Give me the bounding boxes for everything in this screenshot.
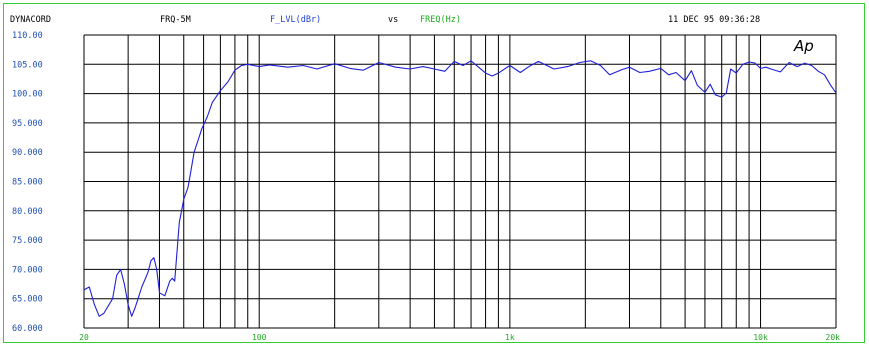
x-quantity-label: FREQ(Hz) bbox=[420, 15, 461, 25]
x-tick-label: 100 bbox=[252, 333, 267, 342]
response-trace bbox=[83, 60, 837, 317]
x-tick-label: 10k bbox=[753, 333, 768, 342]
y-tick-label: 90.000 bbox=[12, 148, 43, 158]
brand-label: DYNACORD bbox=[10, 15, 51, 25]
device-label: FRQ-5M bbox=[160, 15, 191, 25]
ap-logo: Ap bbox=[793, 37, 814, 55]
y-tick-label: 70.000 bbox=[12, 265, 43, 275]
y-tick-label: 95.000 bbox=[12, 119, 43, 129]
x-tick-label: 20k bbox=[826, 333, 841, 342]
y-tick-label: 105.00 bbox=[12, 60, 43, 70]
y-tick-label: 60.000 bbox=[12, 324, 43, 334]
y-tick-label: 80.000 bbox=[12, 207, 43, 217]
vs-label: vs bbox=[388, 15, 399, 25]
x-tick-labels: 20 100 1k 10k 20k bbox=[79, 333, 840, 342]
x-tick-label: 1k bbox=[505, 333, 515, 342]
x-tick-label: 20 bbox=[79, 333, 89, 342]
y-tick-label: 100.00 bbox=[12, 90, 43, 100]
trace-layer bbox=[83, 60, 837, 317]
y-tick-label: 65.000 bbox=[12, 295, 43, 305]
timestamp-label: 11 DEC 95 09:36:28 bbox=[668, 15, 761, 25]
plot-frame bbox=[3, 3, 865, 343]
y-tick-label: 110.00 bbox=[12, 31, 43, 41]
y-tick-label: 75.000 bbox=[12, 236, 43, 246]
y-tick-label: 85.000 bbox=[12, 178, 43, 188]
y-quantity-label: F_LVL(dBr) bbox=[270, 15, 322, 25]
grid bbox=[83, 34, 837, 329]
y-tick-labels: 110.00 105.00 100.00 95.000 90.000 85.000 80.0… bbox=[12, 31, 43, 334]
